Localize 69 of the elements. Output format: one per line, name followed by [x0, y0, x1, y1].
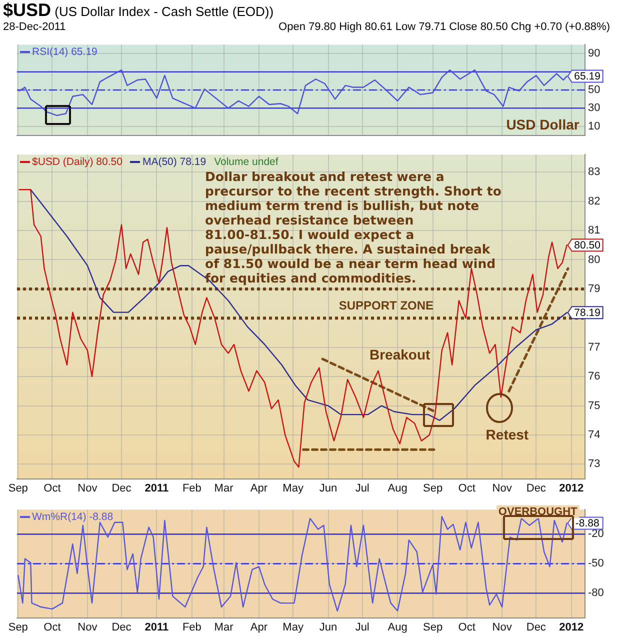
x-tick-label: Jun	[319, 482, 338, 494]
ref-line-label: SUPPORT ZONE	[338, 298, 434, 312]
x-tick-label: Feb	[182, 621, 202, 634]
x-tick-label: Nov	[78, 621, 98, 634]
data-label: -8.88	[575, 518, 600, 530]
x-tick-label: Dec	[112, 621, 132, 634]
x-tick-label: Oct	[44, 621, 61, 634]
annotation: Retest	[486, 426, 529, 443]
y-tick-label: 83	[588, 166, 600, 178]
y-tick-label: 79	[588, 282, 600, 295]
x-tick-label: Jun	[319, 621, 338, 634]
x-tick-label: May	[282, 621, 304, 634]
legend-label: $USD (Daily) 80.50	[32, 156, 122, 168]
legend-label: MA(50) 78.19	[142, 156, 206, 168]
y-tick-label: 30	[588, 102, 600, 114]
x-tick-label: 2012	[559, 482, 584, 494]
x-tick-label: 2012	[559, 621, 584, 634]
x-tick-label: Aug	[388, 482, 408, 494]
x-tick-label: Apr	[250, 482, 268, 494]
x-tick-label: Sep	[8, 621, 28, 634]
y-tick-label: 74	[588, 429, 600, 442]
x-tick-label: Sep	[422, 621, 443, 634]
x-tick-label: 2011	[144, 482, 169, 494]
data-label: 65.19	[574, 70, 601, 83]
annotation: Volume undef	[214, 156, 278, 168]
y-tick-label: 50	[588, 84, 600, 96]
x-tick-label: Sep	[422, 482, 443, 494]
y-tick-label: 75	[588, 400, 600, 412]
x-tick-label: Dec	[526, 482, 546, 494]
chart-title: $USD (US Dollar Index - Cash Settle (EOD))	[3, 0, 274, 21]
x-tick-label: Sep	[8, 482, 28, 494]
y-tick-label: 82	[588, 195, 600, 208]
x-tick-label: Mar	[214, 621, 234, 634]
y-tick-label: 76	[588, 370, 600, 383]
x-tick-label: Nov	[492, 482, 512, 494]
text: Open 79.80 High 80.61 Low 79.71 Close 80.50 Chg +0.70 (+0.88%)	[278, 21, 610, 33]
annotation: OVERBOUGHT	[498, 506, 578, 518]
x-tick-label: Oct	[44, 482, 61, 494]
x-tick-label: Aug	[388, 621, 408, 634]
x-tick-label: Dec	[112, 482, 132, 494]
x-tick-label: Feb	[182, 482, 202, 494]
annotation: Breakout	[369, 346, 431, 362]
x-tick-label: May	[282, 482, 304, 494]
legend-label: Wm%R(14) -8.88	[32, 510, 114, 523]
annotation: Dollar breakout and retest were a precursor to the recent strength. Short to medium term trend is bullish, but note overhead resistance between 81.00-81.50. I would expect a pause/pullback there. A sustained break of 81.50 would be a near term head wind for equities and commodities.	[205, 169, 502, 286]
x-tick-label: Jul	[355, 621, 370, 634]
x-tick-label: Oct	[458, 621, 476, 634]
y-tick-label: 73	[588, 458, 600, 470]
y-tick-label: 81	[588, 224, 600, 237]
y-tick-label: 10	[588, 120, 600, 132]
x-tick-label: Mar	[214, 482, 234, 494]
y-tick-label: -80	[588, 587, 604, 600]
data-label: 80.50	[574, 240, 601, 252]
y-tick-label: -20	[588, 528, 604, 540]
x-tick-label: Dec	[526, 621, 546, 634]
x-tick-label: Nov	[78, 482, 98, 494]
x-tick-label: Nov	[492, 621, 512, 634]
legend-label: RSI(14) 65.19	[32, 46, 98, 58]
chart-subtitle: 28-Dec-2011	[3, 21, 66, 33]
y-tick-label: 80	[588, 254, 600, 266]
data-label: 78.19	[574, 307, 601, 319]
x-tick-label: Oct	[458, 482, 476, 494]
annotation: USD Dollar	[506, 116, 580, 132]
x-tick-label: Jul	[355, 482, 370, 494]
y-tick-label: -50	[588, 558, 604, 570]
x-tick-label: 2011	[144, 621, 169, 634]
y-tick-label: 77	[588, 341, 600, 354]
x-tick-label: Apr	[250, 621, 268, 634]
y-tick-label: 90	[588, 48, 600, 60]
